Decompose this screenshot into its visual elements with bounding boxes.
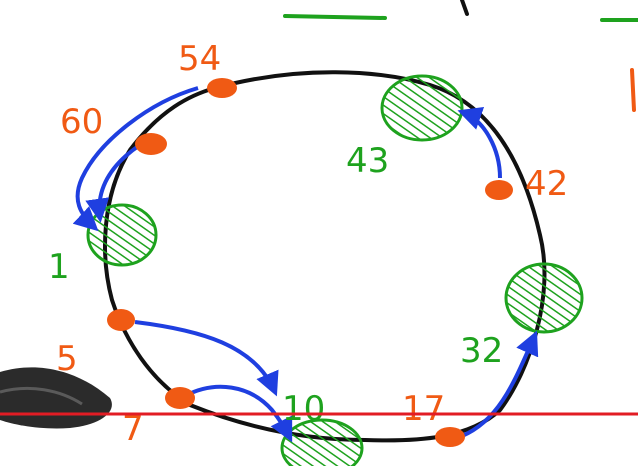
node-label-17: 17	[402, 389, 445, 429]
arrow-42-to-43	[457, 106, 502, 179]
key-label-1: 1	[48, 247, 70, 287]
key-circle-43	[380, 74, 464, 142]
arrow-54-to-1	[72, 86, 199, 232]
key-label-32: 32	[460, 331, 503, 371]
top-stroke-black	[460, 0, 469, 16]
hash-ring	[103, 70, 547, 443]
node-label-7: 7	[122, 409, 144, 449]
arrow-7-to-10	[184, 384, 293, 443]
node-dot-7	[165, 387, 195, 409]
node-dot-60	[135, 133, 167, 155]
key-circle-32	[504, 262, 584, 334]
node-dot-42	[485, 180, 513, 200]
node-label-60: 60	[60, 102, 103, 142]
key-circle-10	[280, 418, 364, 466]
node-label-42: 42	[525, 164, 568, 204]
arrow-60-to-1	[85, 143, 142, 223]
key-label-43: 43	[346, 141, 389, 181]
key-label-10: 10	[282, 389, 325, 429]
node-dot-17	[435, 427, 465, 447]
right-edge-stroke	[630, 68, 636, 112]
node-dot-5	[107, 309, 135, 331]
marker-pen-highlight	[0, 386, 83, 406]
top-dash-left	[283, 14, 387, 20]
arrow-17-to-32	[461, 330, 539, 438]
node-dot-54	[207, 78, 237, 98]
node-label-54: 54	[178, 39, 221, 79]
marker-pen	[0, 367, 112, 429]
node-label-5: 5	[56, 339, 78, 379]
arrow-5-to-10	[134, 320, 279, 397]
